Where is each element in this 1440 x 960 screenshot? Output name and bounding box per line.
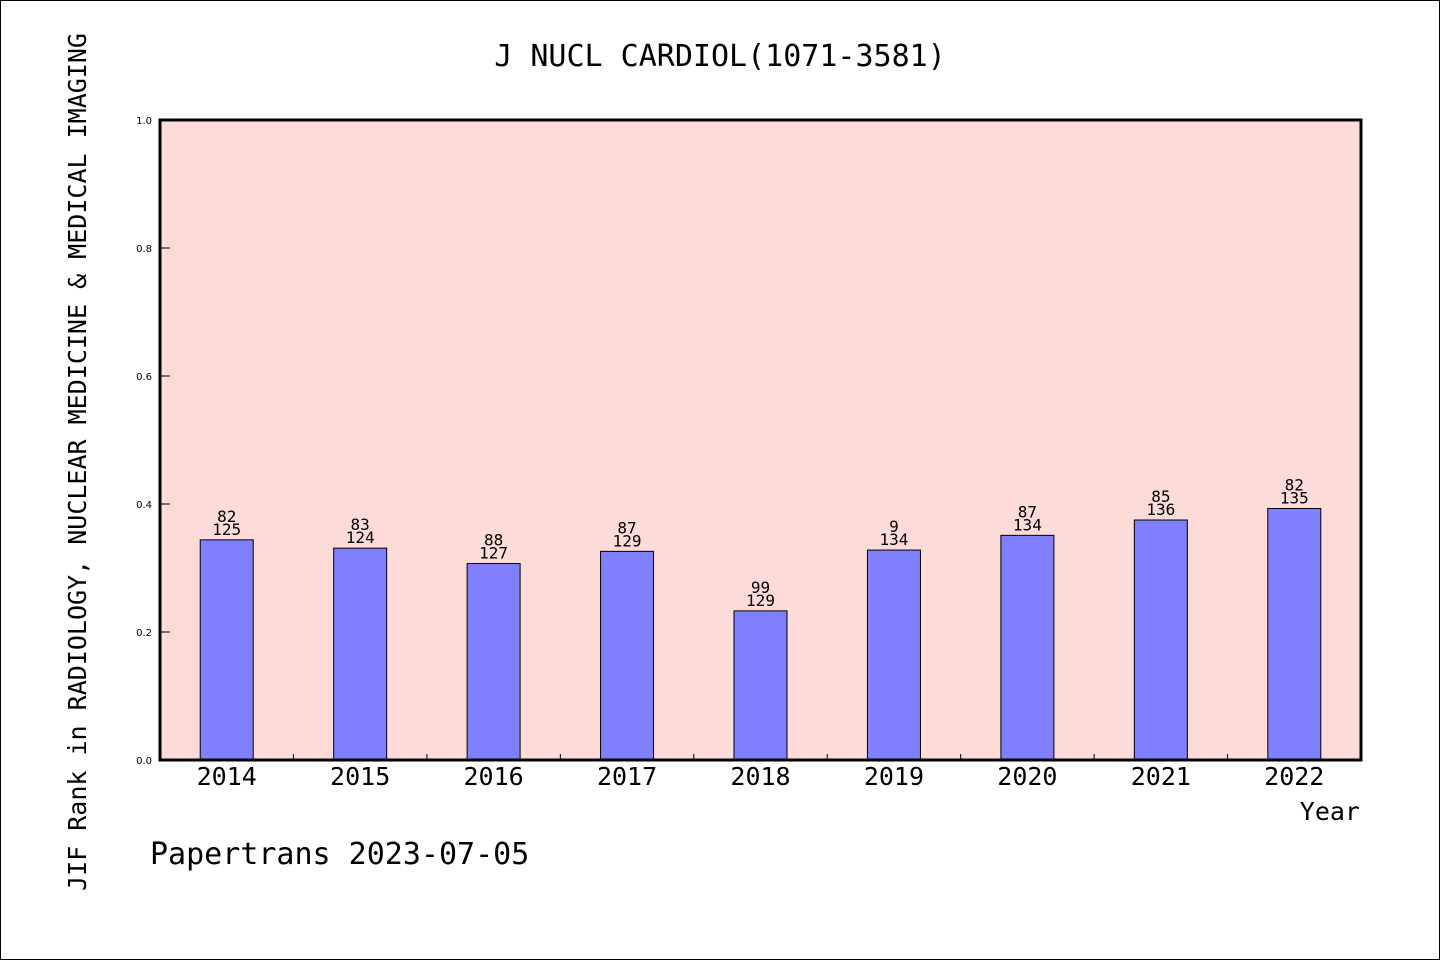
bar-2017 xyxy=(600,550,655,761)
x-tick-label: 2018 xyxy=(730,762,790,791)
bar-total-label: 134 xyxy=(879,530,908,549)
bar-total-label: 129 xyxy=(746,591,775,610)
y-tick-label: 0.8 xyxy=(136,244,152,255)
x-tick-label: 2020 xyxy=(997,762,1057,791)
credit-text: Papertrans 2023-07-05 xyxy=(150,837,529,872)
bar-2016 xyxy=(466,563,521,761)
bar-rank-label: 87 xyxy=(1018,502,1037,521)
y-tick-label: 1.0 xyxy=(136,116,152,127)
y-axis-label: JIF Rank in RADIOLOGY, NUCLEAR MEDICINE … xyxy=(63,33,92,891)
x-axis-label: Year xyxy=(1300,797,1360,826)
x-tick-label: 2017 xyxy=(597,762,657,791)
bar-total-label: 135 xyxy=(1280,488,1309,507)
bar-2020 xyxy=(1000,534,1055,761)
x-tick-label: 2015 xyxy=(330,762,390,791)
bar-rank-label: 82 xyxy=(217,507,236,526)
bar-2015 xyxy=(333,547,388,761)
bar-total-label: 124 xyxy=(346,528,375,547)
bar-total-label: 127 xyxy=(479,544,508,563)
x-tick-label: 2019 xyxy=(864,762,924,791)
bar-total-label: 125 xyxy=(212,520,241,539)
bar-rank-label: 82 xyxy=(1285,475,1304,494)
bar-total-label: 136 xyxy=(1146,500,1175,519)
x-tick-label: 2022 xyxy=(1264,762,1324,791)
bar-rank-label: 83 xyxy=(351,515,370,534)
bar-rank-label: 9 xyxy=(889,517,899,536)
bar-2018 xyxy=(733,610,788,761)
bar-2019 xyxy=(866,549,921,761)
plot-border xyxy=(158,118,1363,762)
bar-2014 xyxy=(199,539,254,761)
x-axis-ticks: 2014 2015 2016 2017 2018 2019 2020 2021 2022 xyxy=(197,754,1324,791)
bar-total-label: 129 xyxy=(613,531,642,550)
x-tick-label: 2014 xyxy=(197,762,257,791)
y-tick-label: 0.2 xyxy=(136,628,152,639)
y-tick-label: 0.6 xyxy=(136,372,152,383)
bar-rank-label: 88 xyxy=(484,531,503,550)
x-tick-label: 2021 xyxy=(1131,762,1191,791)
bar-2022 xyxy=(1267,507,1322,761)
y-tick-label: 0.4 xyxy=(136,500,152,511)
bar-rank-label: 99 xyxy=(751,578,770,597)
bar-2021 xyxy=(1133,519,1188,761)
chart-title: J NUCL CARDIOL(1071-3581) xyxy=(494,39,946,74)
bar-total-label: 134 xyxy=(1013,515,1042,534)
y-tick-label: 0.0 xyxy=(136,756,152,767)
x-tick-label: 2016 xyxy=(464,762,524,791)
bar-rank-label: 87 xyxy=(617,518,636,537)
bar-rank-label: 85 xyxy=(1151,487,1170,506)
